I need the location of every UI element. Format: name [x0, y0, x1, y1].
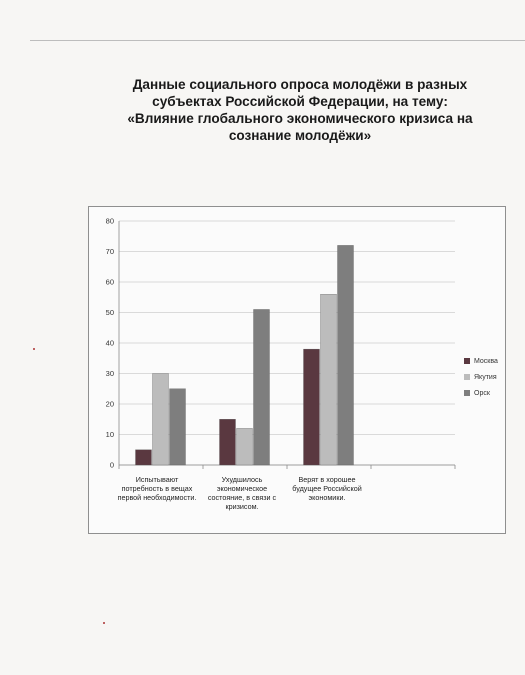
chart-area: 0 10 20 30 40 50 60 70 80 Москва Якутия Орск Исп… — [88, 206, 506, 534]
bar-2-category-1 — [152, 373, 169, 466]
title-line-2: субъектах Российской Федерации, на тему: — [152, 94, 448, 109]
legend-item-moscow: Москва — [464, 353, 498, 369]
y-tick-label: 10 — [106, 430, 114, 439]
bar-2-category-2 — [236, 428, 253, 466]
legend-label-moscow: Москва — [474, 357, 498, 365]
y-tick-label: 50 — [106, 308, 114, 317]
y-tick-label: 20 — [106, 400, 114, 409]
chart-legend: Москва Якутия Орск — [464, 353, 498, 401]
y-tick-label: 70 — [106, 247, 114, 256]
legend-swatch-orsk — [464, 390, 470, 396]
legend-swatch-yakutia — [464, 374, 470, 380]
legend-item-orsk: Орск — [464, 385, 498, 401]
legend-label-orsk: Орск — [474, 389, 490, 397]
scan-edge-line — [30, 40, 525, 41]
legend-label-yakutia: Якутия — [474, 373, 497, 381]
scan-speck — [103, 622, 105, 624]
title-line-4: сознание молодёжи» — [228, 128, 372, 143]
bar-3-category-2 — [253, 309, 270, 466]
bar-3-category-1 — [169, 388, 186, 466]
legend-swatch-moscow — [464, 358, 470, 364]
scan-speck — [33, 348, 35, 350]
legend-item-yakutia: Якутия — [464, 369, 498, 385]
category-label-2: Ухудшилось экономическое состояние, в св… — [207, 475, 277, 511]
title-line-1: Данные социального опроса молодёжи в раз… — [132, 77, 468, 92]
bar-chart: 0 10 20 30 40 50 60 70 80 — [106, 217, 456, 470]
category-label-1: Испытывают потребность в вещах первой не… — [117, 475, 197, 502]
y-tick-label: 40 — [106, 339, 114, 348]
y-tick-label: 30 — [106, 369, 114, 378]
y-tick-label: 80 — [106, 217, 114, 226]
category-label-3: Верят в хорошее будущее Российской эконо… — [292, 475, 362, 502]
y-tick-label: 60 — [106, 278, 114, 287]
bar-1-category-1 — [135, 449, 152, 466]
y-tick-label: 0 — [110, 461, 114, 470]
title-line-3: «Влияние глобального экономического криз… — [127, 111, 473, 126]
page-title: Данные социального опроса молодёжи в раз… — [80, 76, 520, 144]
bar-2-category-3 — [320, 294, 337, 466]
bar-1-category-2 — [219, 419, 236, 466]
bar-3-category-3 — [337, 245, 354, 466]
bar-1-category-3 — [303, 348, 320, 466]
